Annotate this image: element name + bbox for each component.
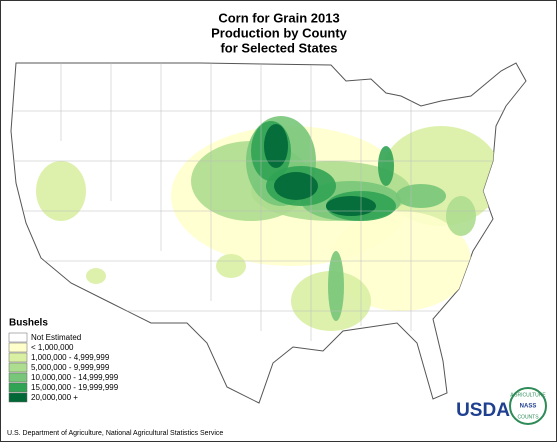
legend-label: 5,000,000 - 9,999,999 [31,363,110,372]
legend-swatch [8,342,28,353]
state-borders [11,63,526,341]
county-region [274,172,318,200]
logo-arc-bottom: COUNTS [517,414,539,420]
legend-swatch [8,372,28,383]
county-region [264,124,288,168]
logo-name: USDA [456,400,510,421]
legend-swatch [8,382,28,393]
legend-label: 15,000,000 - 19,999,999 [31,383,119,392]
legend-swatch [8,352,28,363]
title-line: for Selected States [220,40,337,55]
legend-label: Not Estimated [31,333,81,342]
logo-badge: NASS [520,404,537,410]
county-region [216,254,246,278]
legend-swatch [8,392,28,403]
legend-label: < 1,000,000 [31,343,74,352]
county-region [36,161,86,221]
legend-swatch [8,332,28,343]
county-region [446,196,476,236]
county-region [378,146,394,186]
county-shading [36,116,501,331]
legend-title: Bushels [9,318,48,329]
legend-swatch [8,362,28,373]
legend-label: 10,000,000 - 14,999,999 [31,373,119,382]
legend-label: 1,000,000 - 4,999,999 [31,353,110,362]
county-region [396,184,446,208]
logo-ring [509,387,547,425]
logo-arc-top: AGRICULTURE [510,392,546,398]
source: U.S. Department of Agriculture, National… [7,430,223,437]
county-region [328,251,344,321]
county-region [86,268,106,284]
county-region [326,196,376,216]
legend-label: 20,000,000 + [31,393,78,402]
title-line: Production by County [211,25,348,40]
title-line: Corn for Grain 2013 [218,10,339,25]
